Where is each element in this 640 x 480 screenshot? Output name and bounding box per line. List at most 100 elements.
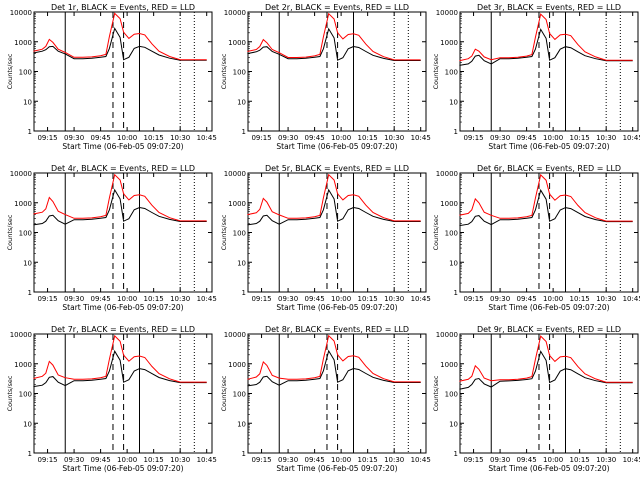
y-tick-label: 10 bbox=[23, 420, 32, 428]
x-tick-label: 09:15 bbox=[463, 295, 483, 303]
x-tick-label: 09:30 bbox=[278, 456, 298, 464]
y-tick-label: 100 bbox=[19, 230, 32, 238]
series-line-black-events bbox=[247, 349, 421, 387]
y-axis-label: Counts/sec bbox=[6, 53, 14, 89]
y-tick-label: 10000 bbox=[436, 331, 458, 339]
y-tick-label: 1000 bbox=[14, 361, 32, 369]
y-tick-label: 10000 bbox=[224, 170, 246, 178]
y-tick-label: 100 bbox=[233, 230, 246, 238]
chart-panel-4: Det 4r, BLACK = Events, RED = LLD 1 10 100 1… bbox=[6, 164, 217, 312]
x-tick-label: 09:15 bbox=[463, 134, 483, 142]
series-line-red-lld bbox=[459, 13, 633, 62]
x-tick-label: 09:30 bbox=[490, 456, 510, 464]
y-axis-label: Counts/sec bbox=[432, 214, 440, 250]
y-tick-label: 1 bbox=[242, 450, 246, 458]
x-tick-label: 09:15 bbox=[251, 134, 271, 142]
chart-title: Det 7r, BLACK = Events, RED = LLD bbox=[51, 325, 195, 334]
x-tick-label: 09:15 bbox=[37, 295, 57, 303]
x-axis-label: Start Time (06-Feb-05 09:07:20) bbox=[276, 303, 397, 312]
y-tick-label: 1 bbox=[454, 450, 458, 458]
x-tick-label: 09:30 bbox=[64, 134, 84, 142]
x-tick-label: 10:30 bbox=[384, 295, 404, 303]
y-axis-label: Counts/sec bbox=[432, 53, 440, 89]
x-tick-label: 10:15 bbox=[144, 134, 164, 142]
x-tick-label: 09:45 bbox=[305, 134, 325, 142]
x-tick-label: 10:15 bbox=[570, 295, 590, 303]
series-line-black-events bbox=[33, 27, 207, 61]
x-tick-label: 10:00 bbox=[331, 134, 351, 142]
y-tick-label: 1000 bbox=[228, 200, 246, 208]
x-tick-label: 10:00 bbox=[543, 456, 563, 464]
series-line-black-events bbox=[247, 188, 421, 226]
y-tick-label: 100 bbox=[233, 391, 246, 399]
x-tick-label: 10:30 bbox=[596, 134, 616, 142]
chart-panel-2: Det 2r, BLACK = Events, RED = LLD 1 10 100 1… bbox=[220, 3, 431, 151]
series-line-black-events bbox=[33, 349, 207, 388]
y-tick-label: 1000 bbox=[14, 200, 32, 208]
y-tick-label: 1000 bbox=[440, 361, 458, 369]
x-tick-label: 10:30 bbox=[384, 134, 404, 142]
x-tick-label: 10:45 bbox=[623, 134, 640, 142]
chart-title: Det 6r, BLACK = Events, RED = LLD bbox=[477, 164, 621, 173]
chart-panel-6: Det 6r, BLACK = Events, RED = LLD 1 10 100 1… bbox=[432, 164, 640, 312]
y-tick-label: 1000 bbox=[228, 39, 246, 47]
chart-title: Det 4r, BLACK = Events, RED = LLD bbox=[51, 164, 195, 173]
series-line-black-events bbox=[459, 350, 633, 390]
x-tick-label: 10:15 bbox=[570, 456, 590, 464]
y-axis-label: Counts/sec bbox=[432, 375, 440, 411]
x-tick-label: 09:45 bbox=[517, 295, 537, 303]
y-tick-label: 1 bbox=[242, 289, 246, 297]
x-tick-label: 09:45 bbox=[91, 134, 111, 142]
x-tick-label: 10:30 bbox=[170, 456, 190, 464]
y-tick-label: 10 bbox=[237, 420, 246, 428]
x-axis-label: Start Time (06-Feb-05 09:07:20) bbox=[488, 142, 609, 151]
series-line-red-lld bbox=[459, 173, 633, 222]
y-tick-label: 100 bbox=[445, 391, 458, 399]
x-tick-label: 10:45 bbox=[623, 456, 640, 464]
x-tick-label: 09:45 bbox=[517, 456, 537, 464]
x-tick-label: 10:30 bbox=[170, 295, 190, 303]
x-tick-label: 10:15 bbox=[358, 295, 378, 303]
y-tick-label: 10000 bbox=[224, 331, 246, 339]
chart-panel-8: Det 8r, BLACK = Events, RED = LLD 1 10 100 1… bbox=[220, 325, 431, 473]
chart-panel-5: Det 5r, BLACK = Events, RED = LLD 1 10 100 1… bbox=[220, 164, 431, 312]
x-tick-label: 09:45 bbox=[517, 134, 537, 142]
x-tick-label: 10:00 bbox=[331, 295, 351, 303]
y-tick-label: 10 bbox=[23, 98, 32, 106]
series-line-black-events bbox=[459, 28, 633, 66]
x-tick-label: 09:45 bbox=[91, 295, 111, 303]
x-tick-label: 10:45 bbox=[411, 456, 431, 464]
y-tick-label: 10 bbox=[449, 420, 458, 428]
y-tick-label: 10000 bbox=[10, 9, 32, 17]
x-tick-label: 10:45 bbox=[197, 456, 217, 464]
series-line-red-lld bbox=[459, 335, 633, 383]
series-line-black-events bbox=[247, 27, 421, 61]
y-tick-label: 1 bbox=[28, 128, 32, 136]
x-tick-label: 10:30 bbox=[170, 134, 190, 142]
x-tick-label: 10:00 bbox=[331, 456, 351, 464]
y-tick-label: 1 bbox=[28, 450, 32, 458]
x-tick-label: 10:30 bbox=[384, 456, 404, 464]
x-tick-label: 10:15 bbox=[358, 134, 378, 142]
x-tick-label: 10:45 bbox=[411, 295, 431, 303]
chart-title: Det 8r, BLACK = Events, RED = LLD bbox=[265, 325, 409, 334]
y-tick-label: 100 bbox=[445, 69, 458, 77]
x-tick-label: 10:30 bbox=[596, 295, 616, 303]
x-axis-label: Start Time (06-Feb-05 09:07:20) bbox=[276, 142, 397, 151]
y-axis-label: Counts/sec bbox=[6, 214, 14, 250]
series-line-red-lld bbox=[247, 12, 421, 61]
x-axis-label: Start Time (06-Feb-05 09:07:20) bbox=[62, 303, 183, 312]
x-tick-label: 10:00 bbox=[543, 295, 563, 303]
chart-title: Det 9r, BLACK = Events, RED = LLD bbox=[477, 325, 621, 334]
chart-title: Det 2r, BLACK = Events, RED = LLD bbox=[265, 3, 409, 12]
x-tick-label: 09:45 bbox=[305, 456, 325, 464]
y-tick-label: 1000 bbox=[440, 39, 458, 47]
x-tick-label: 09:15 bbox=[37, 134, 57, 142]
y-tick-label: 1 bbox=[242, 128, 246, 136]
chart-title: Det 1r, BLACK = Events, RED = LLD bbox=[51, 3, 195, 12]
x-tick-label: 10:00 bbox=[117, 456, 137, 464]
series-line-black-events bbox=[459, 188, 633, 227]
x-tick-label: 09:15 bbox=[251, 456, 271, 464]
series-line-red-lld bbox=[33, 334, 207, 383]
y-tick-label: 10 bbox=[23, 259, 32, 267]
